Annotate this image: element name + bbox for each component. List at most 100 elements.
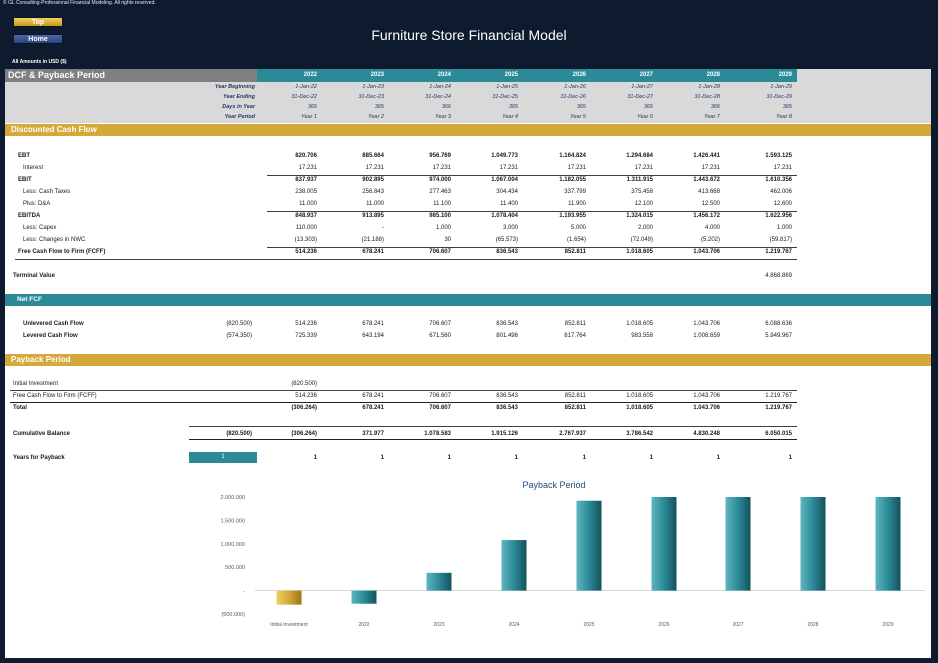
dcf-value: 256.843	[362, 189, 384, 195]
dcf-value: 375.458	[631, 189, 653, 195]
years-payback-value: 1	[716, 455, 720, 461]
date-value: Year 2	[368, 114, 384, 120]
net-fcf-initial: (820.500)	[226, 321, 252, 327]
x-tick-label: 2023	[433, 622, 444, 628]
x-tick-label: 2029	[882, 622, 893, 628]
dcf-value: 1.324.015	[626, 213, 653, 219]
year-header: 2025	[504, 72, 518, 78]
net-fcf-label: Levered Cash Flow	[23, 333, 78, 339]
home-button[interactable]: Home	[13, 34, 63, 44]
dcf-value: 1.067.004	[491, 177, 518, 183]
date-value: 1-Jan-24	[429, 84, 451, 90]
chart-bar	[875, 497, 901, 591]
date-value: 1-Jan-27	[631, 84, 653, 90]
dcf-value: 1.018.605	[626, 249, 653, 255]
dcf-value: 1.456.172	[693, 213, 720, 219]
date-value: 31-Dec-24	[425, 94, 451, 100]
dcf-value: 1.311.915	[626, 177, 653, 183]
net-fcf-value: 836.543	[496, 321, 518, 327]
net-fcf-value: 1.043.706	[693, 321, 720, 327]
dcf-value: 337.799	[564, 189, 586, 195]
chart-bar	[800, 497, 826, 591]
year-header: 2029	[778, 72, 792, 78]
dcf-value: 413.668	[698, 189, 720, 195]
date-value: Year 7	[704, 114, 720, 120]
years-payback-value: 1	[313, 455, 317, 461]
years-payback-value: 1	[582, 455, 586, 461]
years-payback-value: 1	[788, 455, 792, 461]
net-fcf-value: 643.194	[362, 333, 384, 339]
payback-value: 706.607	[429, 405, 451, 411]
row-divider	[267, 247, 797, 248]
dcf-value: 11.400	[500, 201, 518, 207]
dcf-value: (72.049)	[630, 237, 653, 243]
dcf-value: 885.664	[362, 153, 384, 159]
date-value: 365	[307, 104, 317, 110]
dcf-value: 837.937	[295, 177, 317, 183]
date-value: 365	[508, 104, 518, 110]
row-divider	[10, 402, 797, 403]
x-tick-label: Initial Investment	[270, 622, 308, 628]
dcf-value: 12.500	[701, 201, 720, 207]
date-value: 1-Jan-22	[295, 84, 317, 90]
date-value: 366	[441, 104, 451, 110]
dcf-value: 462.006	[770, 189, 792, 195]
cumulative-initial: (820.500)	[226, 431, 252, 437]
dcf-row-label: EBIT	[18, 177, 32, 183]
years-payback-value: 1	[447, 455, 451, 461]
net-fcf-value: 706.607	[429, 321, 451, 327]
date-value: 365	[374, 104, 384, 110]
cumulative-value: (306.264)	[291, 431, 317, 437]
net-fcf-value: 514.236	[295, 321, 317, 327]
y-tick-label: 1.000.000	[221, 542, 245, 548]
dcf-value: 514.236	[295, 249, 317, 255]
year-header: 2023	[370, 72, 384, 78]
dcf-value: 1.443.672	[693, 177, 720, 183]
date-value: 31-Dec-28	[694, 94, 720, 100]
dcf-value: 1.622.956	[765, 213, 792, 219]
net-fcf-value: 1.018.605	[626, 321, 653, 327]
date-value: 1-Jan-28	[698, 84, 720, 90]
x-tick-label: 2025	[583, 622, 594, 628]
payback-first-value: 514.236	[295, 393, 317, 399]
payback-value: 678.241	[362, 405, 384, 411]
net-fcf-value: 983.558	[631, 333, 653, 339]
top-button[interactable]: Top	[13, 17, 63, 27]
dcf-value: 1.000	[435, 225, 451, 231]
cumulative-value: 1.915.126	[491, 431, 518, 437]
dcf-row-label: Free Cash Flow to Firm (FCFF)	[18, 249, 106, 255]
dcf-value: 17.231	[701, 165, 720, 171]
dcf-value: 1.049.773	[491, 153, 518, 159]
net-fcf-value: 678.241	[362, 321, 384, 327]
x-tick-label: 2026	[658, 622, 669, 628]
header-row: DCF & Payback Period	[5, 69, 931, 82]
dcf-row-label: EBT	[18, 153, 30, 159]
dcf-value: 1.182.055	[559, 177, 586, 183]
chart-bar	[426, 572, 452, 591]
date-value: 1-Jan-23	[362, 84, 384, 90]
dcf-value: 913.895	[362, 213, 384, 219]
net-fcf-value: 6.088.636	[765, 321, 792, 327]
amounts-note: All Amounts in USD ($)	[12, 59, 67, 65]
date-value: Year 8	[776, 114, 792, 120]
payback-value: 1.219.767	[765, 393, 792, 399]
year-header: 2028	[706, 72, 720, 78]
chart-title: Payback Period	[522, 480, 585, 490]
cumulative-label: Cumulative Balance	[13, 431, 71, 437]
terminal-value: 4.868.869	[765, 273, 792, 279]
dcf-value: 17.231	[773, 165, 792, 171]
dcf-value: 30	[444, 237, 451, 243]
dcf-value: (21.188)	[361, 237, 384, 243]
copyright-text: © GL Consulting-Professional Financial M…	[3, 0, 156, 6]
dcf-value: 17.231	[567, 165, 586, 171]
payback-value: 1.018.605	[626, 405, 653, 411]
payback-years-box: 1	[189, 452, 257, 463]
payback-value: 852.811	[564, 405, 586, 411]
dcf-value: 1.610.356	[765, 177, 792, 183]
dcf-value: 1.593.125	[765, 153, 792, 159]
payback-row-label: Initial Investment	[13, 381, 59, 387]
payback-value: 678.241	[362, 393, 384, 399]
years-payback-value: 1	[514, 455, 518, 461]
dcf-value: 277.463	[429, 189, 451, 195]
net-fcf-value: 852.811	[564, 321, 586, 327]
